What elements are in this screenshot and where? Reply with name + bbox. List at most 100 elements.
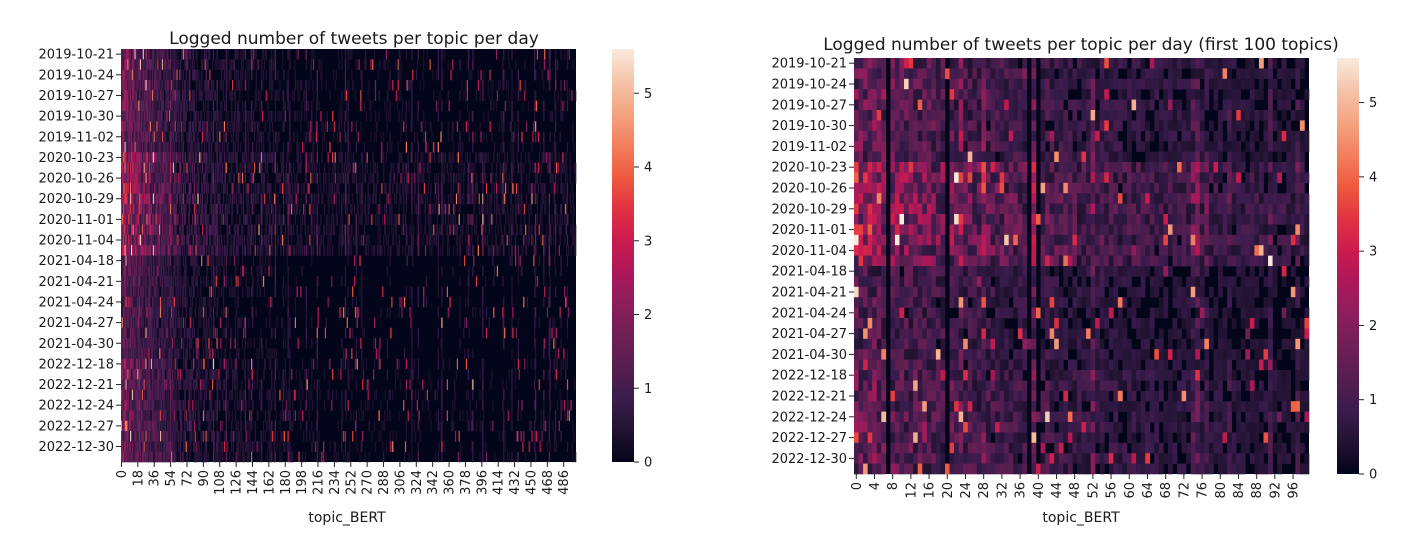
heatmap-cell bbox=[145, 59, 147, 70]
heatmap-cell bbox=[503, 79, 505, 91]
heatmap-cell bbox=[439, 224, 441, 236]
heatmap-cell bbox=[187, 276, 189, 287]
heatmap-cell bbox=[145, 162, 147, 174]
heatmap-cell bbox=[158, 172, 160, 184]
heatmap-cell bbox=[485, 307, 488, 318]
heatmap-cell bbox=[161, 162, 163, 174]
heatmap-cell bbox=[343, 224, 346, 236]
heatmap-cell bbox=[232, 172, 235, 184]
heatmap-cell bbox=[195, 90, 197, 101]
heatmap-cell bbox=[493, 307, 495, 318]
heatmap-cell bbox=[174, 131, 176, 143]
heatmap-cell bbox=[278, 90, 280, 101]
heatmap-cell bbox=[124, 255, 126, 267]
heatmap-cell bbox=[381, 183, 383, 194]
heatmap-cell bbox=[167, 286, 169, 298]
heatmap-cell bbox=[196, 245, 198, 256]
heatmap-cell bbox=[272, 79, 274, 91]
heatmap-cell bbox=[521, 193, 523, 205]
heatmap-cell bbox=[172, 152, 175, 163]
heatmap-cell bbox=[203, 49, 206, 60]
heatmap-cell bbox=[500, 203, 502, 215]
heatmap-cell bbox=[137, 110, 139, 122]
heatmap-cell bbox=[536, 276, 539, 287]
heatmap-cell bbox=[169, 296, 171, 308]
heatmap-cell bbox=[411, 172, 413, 184]
heatmap-cell bbox=[313, 131, 315, 143]
heatmap-cell bbox=[312, 79, 314, 91]
heatmap-cell bbox=[206, 90, 208, 101]
heatmap-cell bbox=[151, 276, 154, 287]
heatmap-cell bbox=[291, 203, 293, 215]
heatmap-cell bbox=[527, 234, 529, 246]
heatmap-cell bbox=[335, 193, 337, 205]
heatmap-cell bbox=[471, 69, 473, 81]
heatmap-cell bbox=[140, 265, 142, 277]
heatmap-cell bbox=[575, 172, 577, 184]
heatmap-cell bbox=[160, 214, 162, 225]
heatmap-cell bbox=[459, 90, 461, 101]
heatmap-cell bbox=[347, 286, 349, 298]
heatmap-cell bbox=[284, 286, 287, 298]
heatmap-cell bbox=[346, 203, 348, 215]
heatmap-cell bbox=[151, 245, 153, 256]
heatmap-cell bbox=[338, 59, 340, 70]
heatmap-cell bbox=[335, 203, 337, 215]
heatmap-cell bbox=[323, 245, 326, 256]
heatmap-cell bbox=[223, 141, 226, 153]
heatmap-cell bbox=[127, 286, 129, 298]
heatmap-cell bbox=[564, 183, 566, 194]
heatmap-cell bbox=[121, 69, 124, 81]
heatmap-cell bbox=[450, 183, 452, 194]
heatmap-cell bbox=[153, 214, 155, 225]
heatmap-cell bbox=[297, 162, 299, 174]
heatmap-cell bbox=[287, 49, 289, 60]
heatmap-cell bbox=[131, 203, 133, 215]
heatmap-cell bbox=[269, 152, 271, 163]
heatmap-cell bbox=[159, 296, 161, 308]
heatmap-cell bbox=[535, 307, 537, 318]
heatmap-cell bbox=[124, 110, 126, 122]
heatmap-cell bbox=[173, 296, 175, 308]
heatmap-cells bbox=[121, 49, 577, 463]
heatmap-cell bbox=[124, 141, 126, 153]
heatmap-cell bbox=[212, 224, 215, 236]
heatmap-cell bbox=[205, 79, 207, 91]
heatmap-cell bbox=[245, 276, 247, 287]
heatmap-cell bbox=[172, 307, 175, 318]
heatmap-cell bbox=[402, 214, 404, 225]
heatmap-cell bbox=[127, 214, 129, 225]
heatmap-cell bbox=[247, 110, 249, 122]
heatmap-cell bbox=[266, 152, 268, 163]
heatmap-cell bbox=[123, 224, 125, 236]
heatmap-cell bbox=[323, 245, 325, 256]
heatmap-cell bbox=[264, 224, 266, 236]
heatmap-cell bbox=[191, 100, 193, 112]
heatmap-cell bbox=[519, 162, 521, 174]
heatmap-cell bbox=[483, 131, 485, 143]
heatmap-cell bbox=[181, 214, 184, 225]
heatmap-cell bbox=[152, 59, 155, 70]
heatmap-cell bbox=[138, 255, 140, 267]
heatmap-cell bbox=[212, 203, 215, 215]
heatmap-cell bbox=[402, 172, 404, 184]
heatmap-cell bbox=[137, 307, 139, 318]
heatmap-cell bbox=[161, 183, 163, 194]
heatmap-cell bbox=[129, 110, 131, 122]
heatmap-cell bbox=[161, 49, 163, 60]
heatmap-cell bbox=[155, 234, 157, 246]
heatmap-cell bbox=[162, 317, 165, 329]
heatmap-cell bbox=[402, 183, 404, 194]
heatmap-cell bbox=[151, 214, 153, 225]
heatmap-cell bbox=[203, 172, 206, 184]
heatmap-cell bbox=[459, 234, 461, 246]
heatmap-cell bbox=[441, 79, 443, 91]
heatmap-cell bbox=[353, 203, 356, 215]
heatmap-cell bbox=[516, 110, 519, 122]
heatmap-cell bbox=[276, 162, 278, 174]
heatmap-cell bbox=[405, 162, 408, 174]
heatmap-cell bbox=[189, 245, 191, 256]
heatmap-cell bbox=[532, 162, 534, 174]
heatmap-cell bbox=[290, 203, 292, 215]
heatmap-cell bbox=[268, 234, 270, 246]
